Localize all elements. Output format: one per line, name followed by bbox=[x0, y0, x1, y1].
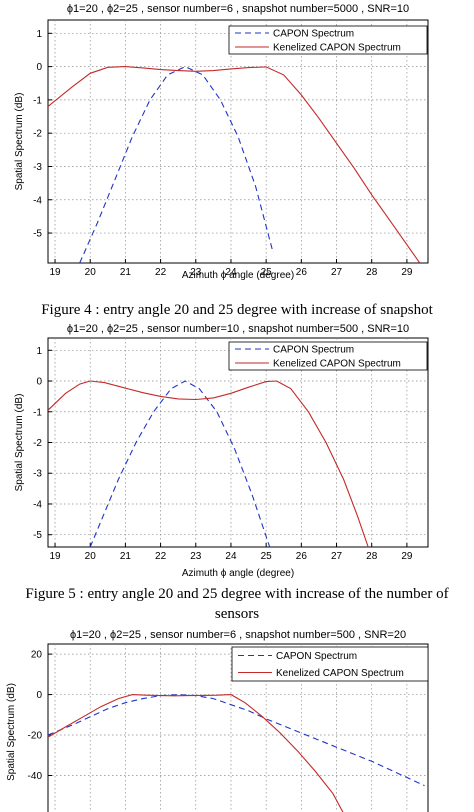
capon-spectrum-line bbox=[48, 694, 425, 787]
y-tick-label: -5 bbox=[33, 530, 42, 541]
legend-label: CAPON Spectrum bbox=[276, 651, 357, 662]
y-tick-label: -3 bbox=[33, 162, 42, 173]
chart-1: ϕ1=20 , ϕ2=25 , sensor number=6 , snapsh… bbox=[14, 3, 429, 281]
legend-label: Kenelized CAPON Spectrum bbox=[276, 668, 404, 679]
x-tick-label: 25 bbox=[261, 267, 273, 278]
x-tick-label: 27 bbox=[331, 267, 343, 278]
x-tick-label: 21 bbox=[120, 551, 132, 562]
y-tick-label: 20 bbox=[31, 650, 43, 661]
x-tick-label: 19 bbox=[49, 551, 61, 562]
x-tick-label: 20 bbox=[85, 551, 97, 562]
legend-label: Kenelized CAPON Spectrum bbox=[273, 359, 401, 370]
y-tick-label: -1 bbox=[33, 95, 42, 106]
y-tick-label: 0 bbox=[36, 690, 42, 701]
y-tick-label: 0 bbox=[36, 377, 42, 388]
y-tick-label: -2 bbox=[33, 129, 42, 140]
x-tick-label: 26 bbox=[296, 267, 308, 278]
chart-2: ϕ1=20 , ϕ2=25 , sensor number=10 , snaps… bbox=[14, 323, 429, 579]
x-tick-label: 25 bbox=[261, 551, 273, 562]
x-tick-label: 23 bbox=[190, 267, 202, 278]
kernelized-capon-spectrum-line bbox=[48, 694, 344, 812]
x-tick-label: 29 bbox=[401, 267, 413, 278]
kernelized-capon-spectrum-line bbox=[48, 380, 369, 547]
y-tick-label: -3 bbox=[33, 469, 42, 480]
x-tick-label: 22 bbox=[155, 267, 167, 278]
y-axis-label: Spatial Spectrum (dB) bbox=[6, 683, 17, 781]
chart-title: ϕ1=20 , ϕ2=25 , sensor number=10 , snaps… bbox=[67, 323, 409, 335]
chart-title: ϕ1=20 , ϕ2=25 , sensor number=6 , snapsh… bbox=[70, 629, 406, 641]
figure-5-caption-line-1: Figure 5 : entry angle 20 and 25 degree … bbox=[25, 586, 449, 602]
chart-3: ϕ1=20 , ϕ2=25 , sensor number=6 , snapsh… bbox=[6, 629, 429, 812]
y-tick-label: -2 bbox=[33, 438, 42, 449]
x-tick-label: 21 bbox=[120, 267, 132, 278]
y-tick-label: 0 bbox=[36, 62, 42, 73]
legend-label: CAPON Spectrum bbox=[273, 345, 354, 356]
y-tick-label: -5 bbox=[33, 229, 42, 240]
kernelized-capon-spectrum-line bbox=[48, 66, 421, 263]
plot-area bbox=[47, 19, 429, 264]
y-tick-label: -40 bbox=[28, 771, 43, 782]
series-group bbox=[48, 380, 369, 547]
x-tick-label: 24 bbox=[225, 551, 237, 562]
y-axis-label: Spatial Spectrum (dB) bbox=[14, 394, 25, 492]
y-tick-label: 1 bbox=[36, 29, 42, 40]
x-tick-label: 26 bbox=[296, 551, 308, 562]
x-tick-label: 27 bbox=[331, 551, 343, 562]
x-tick-label: 28 bbox=[366, 267, 378, 278]
x-axis-label: Azimuth ϕ angle (degree) bbox=[182, 270, 294, 281]
x-tick-label: 19 bbox=[49, 267, 61, 278]
x-tick-label: 29 bbox=[401, 551, 413, 562]
y-tick-label: -4 bbox=[33, 499, 42, 510]
capon-spectrum-line bbox=[79, 65, 274, 263]
y-tick-label: -4 bbox=[33, 195, 42, 206]
chart-title: ϕ1=20 , ϕ2=25 , sensor number=6 , snapsh… bbox=[67, 3, 409, 15]
series-group bbox=[48, 694, 425, 812]
y-tick-label: 1 bbox=[36, 346, 42, 357]
y-axis-label: Spatial Spectrum (dB) bbox=[14, 93, 25, 191]
legend-box bbox=[231, 646, 429, 682]
x-tick-label: 20 bbox=[85, 267, 97, 278]
legend-box bbox=[228, 25, 428, 55]
legend-label: Kenelized CAPON Spectrum bbox=[273, 43, 401, 54]
y-tick-label: -20 bbox=[28, 731, 43, 742]
y-tick-label: -1 bbox=[33, 407, 42, 418]
legend-box bbox=[228, 341, 428, 371]
x-axis-label: Azimuth ϕ angle (degree) bbox=[182, 568, 294, 579]
x-tick-label: 28 bbox=[366, 551, 378, 562]
figure-5-caption-line-2: sensors bbox=[214, 606, 260, 622]
legend-label: CAPON Spectrum bbox=[273, 29, 354, 40]
x-tick-label: 24 bbox=[225, 267, 237, 278]
figure-4-caption: Figure 4 : entry angle 20 and 25 degree … bbox=[41, 302, 433, 318]
series-group bbox=[48, 65, 421, 263]
x-tick-label: 22 bbox=[155, 551, 167, 562]
x-tick-label: 23 bbox=[190, 551, 202, 562]
